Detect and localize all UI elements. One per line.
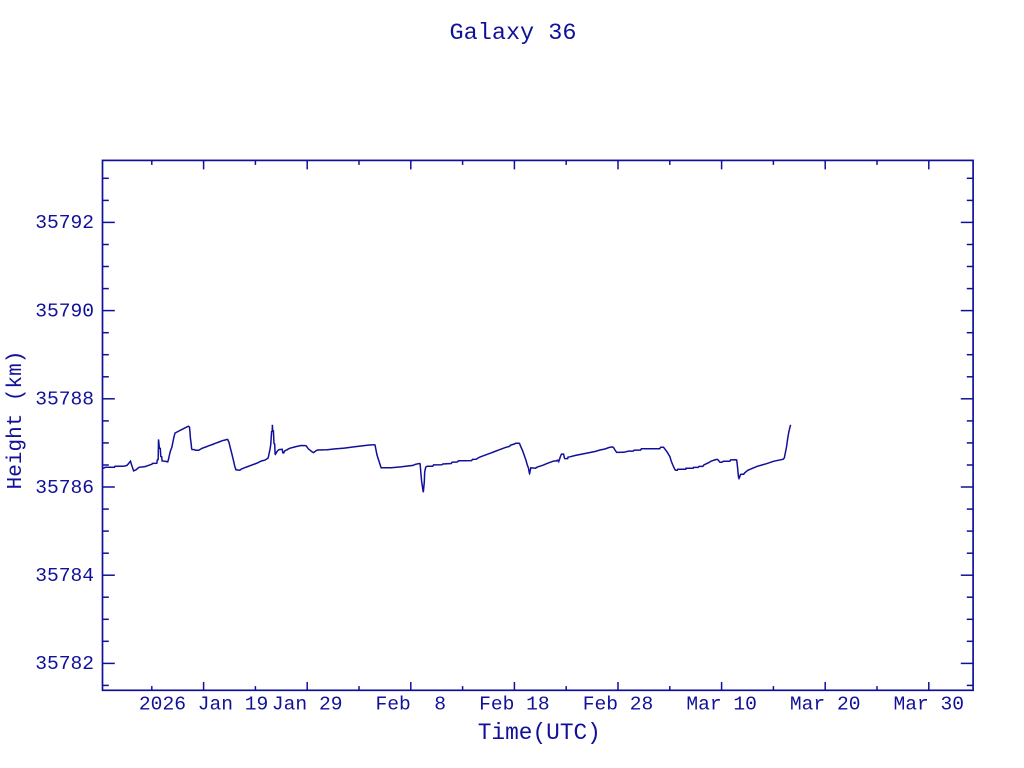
svg-text:35784: 35784: [35, 565, 94, 587]
svg-text:Feb 28: Feb 28: [583, 693, 654, 715]
svg-text:Mar 10: Mar 10: [686, 693, 757, 715]
svg-text:Mar 20: Mar 20: [790, 693, 861, 715]
svg-text:35786: 35786: [35, 477, 94, 499]
svg-text:2026 Jan 19: 2026 Jan 19: [139, 693, 268, 715]
svg-text:Jan 29: Jan 29: [272, 693, 343, 715]
svg-text:35790: 35790: [35, 300, 94, 322]
svg-text:Feb 8: Feb 8: [376, 693, 447, 715]
svg-text:Mar 30: Mar 30: [894, 693, 965, 715]
svg-text:35782: 35782: [35, 653, 94, 675]
svg-text:Feb 18: Feb 18: [479, 693, 550, 715]
svg-text:35788: 35788: [35, 389, 94, 411]
svg-text:Time(UTC): Time(UTC): [478, 720, 601, 746]
svg-text:Galaxy 36: Galaxy 36: [450, 20, 577, 47]
svg-text:Height (km): Height (km): [5, 351, 28, 490]
svg-text:35792: 35792: [35, 212, 94, 234]
